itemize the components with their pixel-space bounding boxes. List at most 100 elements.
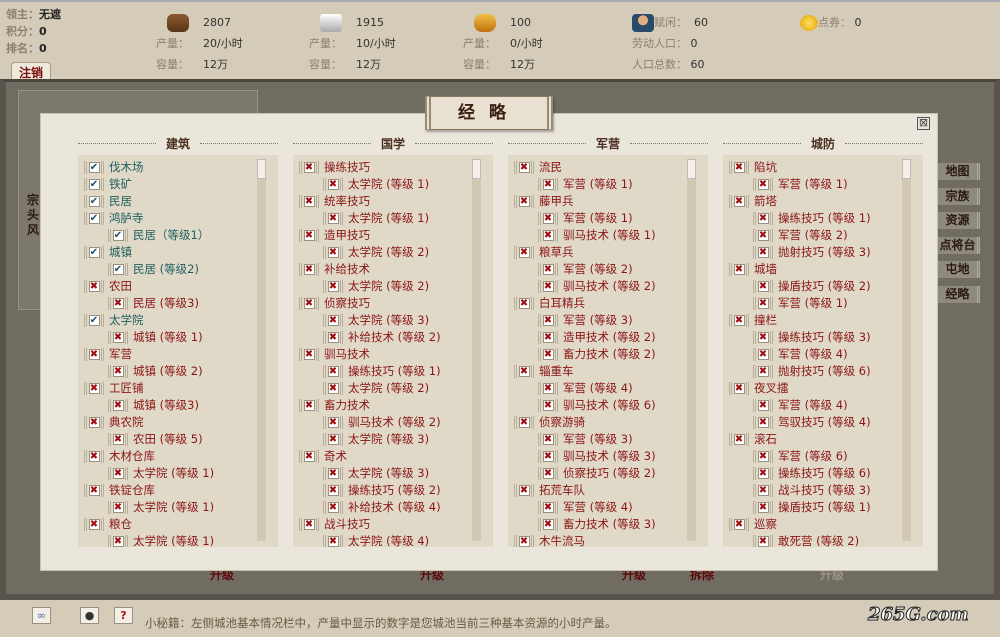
requirement-item: ✖ 军营 (等级 3) <box>514 431 708 448</box>
requirement-item: ✖ 补给技术 (等级 2) <box>299 329 493 346</box>
list-item: ✖ 木材仓库 <box>84 448 278 465</box>
item-label: 军营 (等级 1) <box>563 177 633 191</box>
item-label: 造甲技巧 <box>324 228 370 242</box>
item-label: 军营 (等级 1) <box>778 177 848 191</box>
item-label: 统率技巧 <box>324 194 370 208</box>
resource-iron: 1915 产量： 10/小时 容量： 12万 <box>298 12 396 75</box>
item-label: 军营 (等级 2) <box>563 262 633 276</box>
scroll-thumb[interactable] <box>902 159 911 179</box>
item-label: 太学院 (等级 1) <box>133 500 215 514</box>
item-label: 抛射技巧 (等级 6) <box>778 364 871 378</box>
check-icon: ✔ <box>108 263 128 276</box>
nav-button[interactable]: 经略 <box>938 285 980 303</box>
cross-icon: ✖ <box>323 484 343 497</box>
cross-icon: ✖ <box>323 331 343 344</box>
nav-button[interactable]: 地图 <box>938 163 980 180</box>
cross-icon: ✖ <box>729 382 749 395</box>
site-logo: 265G.com <box>868 604 970 626</box>
cross-icon: ✖ <box>538 178 558 191</box>
resource-grain: 100 产量： 0/小时 容量： 12万 <box>452 12 543 75</box>
list-item: ✖ 畜力技术 <box>299 397 493 414</box>
item-label: 铁锭仓库 <box>109 483 155 497</box>
capacity-label: 容量： <box>309 58 342 71</box>
check-icon: ✔ <box>108 229 128 242</box>
item-label: 军营 (等级 4) <box>778 398 848 412</box>
upgrade-button[interactable]: 升级 <box>420 568 445 582</box>
requirement-item: ✖ 军营 (等级 4) <box>514 499 708 516</box>
scroll-thumb[interactable] <box>687 159 696 179</box>
check-icon: ✔ <box>84 212 104 225</box>
item-label: 驯马技术 (等级 2) <box>563 279 656 293</box>
list-item: ✖ 白耳精兵 <box>514 295 708 312</box>
item-label: 军营 (等级 3) <box>563 432 633 446</box>
requirement-list: ✖ 操练技巧 ✖ 太学院 (等级 1) ✖ 统率技巧 ✖ 太学院 (等级 1) ✖ 造甲技巧 ✖ 太学… <box>293 155 493 547</box>
scroll-thumb[interactable] <box>257 159 266 179</box>
nav-button[interactable]: 屯地 <box>938 261 980 278</box>
requirement-item: ✖ 军营 (等级 2) <box>514 261 708 278</box>
cross-icon: ✖ <box>299 195 319 208</box>
item-label: 军营 (等级 4) <box>778 347 848 361</box>
item-label: 补给技术 (等级 2) <box>348 330 441 344</box>
cross-icon: ✖ <box>323 365 343 378</box>
cross-icon: ✖ <box>514 535 534 547</box>
cross-icon: ✖ <box>753 450 773 463</box>
item-label: 驯马技术 (等级 2) <box>348 415 441 429</box>
item-label: 城镇 (等级 1) <box>133 330 203 344</box>
cross-icon: ✖ <box>84 416 104 429</box>
list-item: ✖ 拓荒车队 <box>514 482 708 499</box>
list-item: ✖ 藤甲兵 <box>514 193 708 210</box>
item-label: 军营 (等级 4) <box>563 500 633 514</box>
upgrade-button[interactable]: 升级 <box>820 568 845 582</box>
scrollbar[interactable] <box>257 159 266 541</box>
help-icon[interactable]: ? <box>114 607 133 624</box>
labor-label: 劳动人口： <box>632 37 687 50</box>
upgrade-button[interactable]: 升级 <box>210 568 235 582</box>
coupons-value: 0 <box>854 16 862 29</box>
coupons-info: 点券： 0 <box>800 12 862 33</box>
scrollbar[interactable] <box>472 159 481 541</box>
link-icon[interactable]: ∞ <box>32 607 51 624</box>
list-item: ✖ 撞栏 <box>729 312 923 329</box>
column-title: 城防 <box>811 136 836 151</box>
column-heading: 军营 <box>508 131 709 155</box>
logout-tab[interactable]: 注销 <box>11 62 51 84</box>
cross-icon: ✖ <box>84 518 104 531</box>
item-label: 战斗技巧 (等级 3) <box>778 483 871 497</box>
requirement-item: ✖ 抛射技巧 (等级 6) <box>729 363 923 380</box>
requirement-item: ✖ 畜力技术 (等级 2) <box>514 346 708 363</box>
demolish-button[interactable]: 拆除 <box>690 568 715 582</box>
column-title: 建筑 <box>166 136 191 151</box>
iron-capacity: 12万 <box>356 58 381 71</box>
cross-icon: ✖ <box>753 416 773 429</box>
capacity-label: 容量： <box>463 58 496 71</box>
chat-icon[interactable]: ● <box>80 607 99 624</box>
item-label: 粮仓 <box>109 517 132 531</box>
list-item: ✖ 粮仓 <box>84 516 278 533</box>
cross-icon: ✖ <box>753 501 773 514</box>
cross-icon: ✖ <box>299 348 319 361</box>
cross-icon: ✖ <box>84 280 104 293</box>
cross-icon: ✖ <box>514 484 534 497</box>
requirement-item: ✖ 军营 (等级 2) <box>729 227 923 244</box>
nav-button[interactable]: 资源 <box>938 212 980 229</box>
scroll-thumb[interactable] <box>472 159 481 179</box>
grain-icon <box>474 14 496 32</box>
list-item: ✖ 奇术 <box>299 448 493 465</box>
scrollbar[interactable] <box>902 159 911 541</box>
item-label: 太学院 (等级 2) <box>348 279 430 293</box>
nav-button[interactable]: 宗族 <box>938 187 980 205</box>
scrollbar[interactable] <box>687 159 696 541</box>
requirement-item: ✖ 军营 (等级 1) <box>514 176 708 193</box>
nav-button[interactable]: 点将台 <box>938 236 980 254</box>
requirement-item: ✖ 操练技巧 (等级 2) <box>299 482 493 499</box>
close-icon[interactable]: ⊠ <box>917 116 930 130</box>
item-label: 农田 (等级 5) <box>133 432 203 446</box>
column-4: 城防 ✖ 陷坑 ✖ 军营 (等级 1) ✖ 箭塔 ✖ 操练技巧 (等级 1) ✖ 军营 (等级 2)… <box>723 131 924 547</box>
requirement-item: ✖ 操练技巧 (等级 1) <box>729 210 923 227</box>
item-label: 民居（等级1） <box>133 228 210 242</box>
upgrade-button[interactable]: 升级 <box>622 568 647 582</box>
list-item: ✖ 侦察技巧 <box>299 295 493 312</box>
column-2: 国学 ✖ 操练技巧 ✖ 太学院 (等级 1) ✖ 统率技巧 ✖ 太学院 (等级 1) ✖ 造甲技巧 ✖… <box>293 131 494 547</box>
list-item: ✖ 补给技术 <box>299 261 493 278</box>
lord-name: 无遮 <box>39 8 61 21</box>
